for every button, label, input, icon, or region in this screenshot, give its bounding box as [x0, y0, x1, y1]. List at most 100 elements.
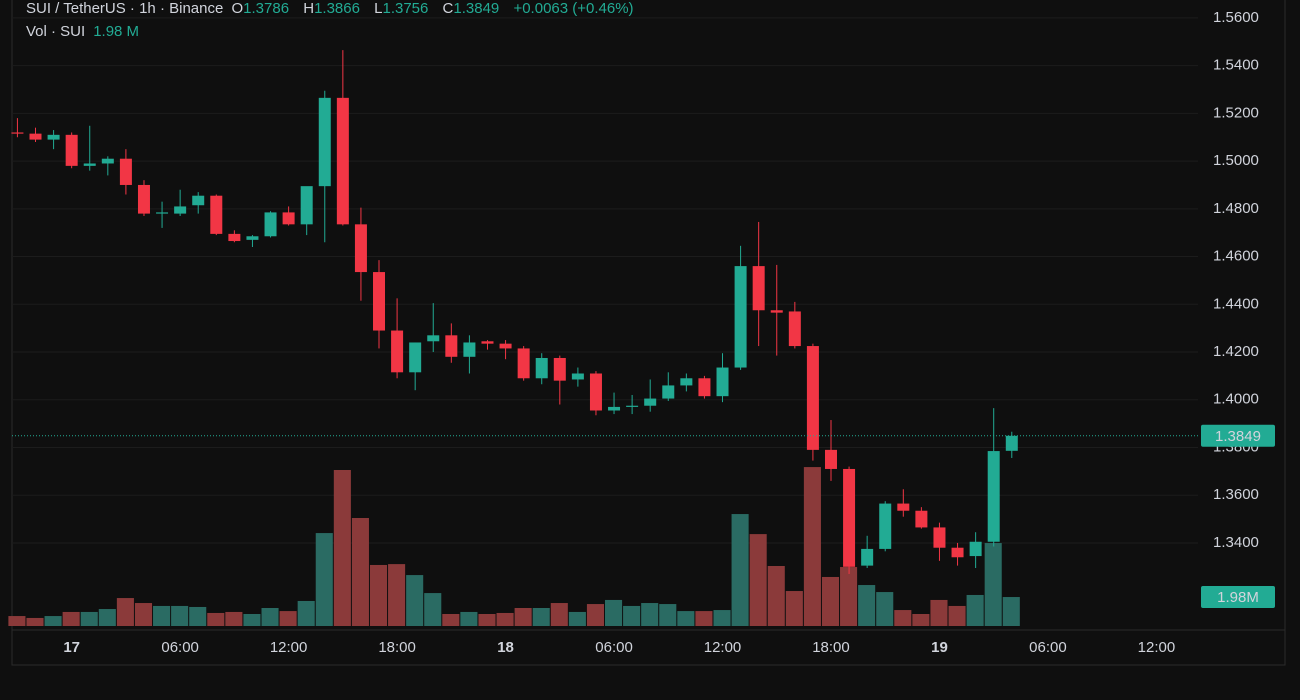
volume-bar	[80, 611, 98, 626]
volume-bar	[297, 600, 315, 626]
candle-body	[210, 195, 223, 234]
volume-legend: Vol · SUI 1.98 M	[26, 23, 149, 40]
x-tick-label: 06:00	[595, 639, 633, 656]
candle-body	[499, 343, 512, 349]
candle-body	[824, 449, 837, 469]
candle-body	[915, 510, 928, 528]
volume-name: Vol · SUI	[26, 23, 86, 40]
candle-body	[282, 212, 295, 225]
volume-bar	[388, 564, 406, 626]
volume-bar	[44, 616, 62, 626]
candle-body	[65, 134, 78, 166]
volume-bar	[695, 611, 713, 626]
candle-body	[137, 184, 150, 214]
volume-badge-label: 1.98M	[1217, 589, 1259, 606]
candle-body	[1005, 435, 1018, 451]
candle-body	[843, 468, 856, 567]
candle-body	[608, 406, 621, 411]
y-tick-label: 1.5200	[1213, 104, 1259, 121]
candle-body	[933, 527, 946, 548]
volume-bar	[8, 616, 26, 626]
y-tick-label: 1.5600	[1213, 9, 1259, 26]
candle-body	[427, 335, 440, 342]
volume-bar	[98, 609, 116, 626]
volume-bar	[550, 603, 568, 626]
y-tick-label: 1.5400	[1213, 57, 1259, 74]
candle-body	[101, 158, 114, 164]
ohlc-label: O	[231, 0, 244, 17]
candle-body	[228, 233, 241, 242]
candle-body	[445, 335, 458, 357]
chart-panel	[11, 0, 1286, 666]
x-tick-label: 18:00	[378, 639, 416, 656]
ohlc-label: C	[442, 0, 454, 17]
candle-body	[662, 385, 675, 399]
volume-bar	[496, 612, 514, 626]
x-tick-label: 18	[497, 639, 514, 656]
candle-body	[83, 163, 96, 166]
candle-body	[29, 133, 42, 140]
candle-body	[716, 367, 729, 397]
volume-bar	[171, 605, 189, 626]
volume-bar	[605, 599, 623, 626]
y-tick-label: 1.5000	[1213, 152, 1259, 169]
volume-bar	[821, 576, 840, 626]
candle-body	[969, 541, 982, 557]
volume-bar	[586, 604, 604, 626]
volume-bar	[261, 608, 279, 626]
ohlc-value: 1.3756	[382, 0, 429, 17]
volume-bar	[948, 605, 966, 626]
candle-body	[788, 311, 801, 347]
volume-bar	[116, 598, 134, 626]
volume-bar	[315, 533, 333, 626]
candle-body	[318, 97, 331, 187]
candle-body	[626, 405, 639, 407]
candle-body	[300, 186, 313, 225]
volume-bar	[803, 467, 821, 626]
y-tick-label: 1.4200	[1213, 343, 1259, 360]
volume-bar	[568, 611, 586, 626]
volume-bar	[424, 593, 442, 626]
volume-bar	[207, 612, 225, 626]
change: +0.0063 (+0.46%)	[513, 0, 634, 17]
volume-bar	[225, 611, 243, 626]
candle-body	[156, 212, 169, 214]
volume-bar	[840, 567, 858, 626]
volume-bar	[659, 604, 677, 626]
y-tick-label: 1.3400	[1213, 534, 1259, 551]
candle-body	[879, 503, 892, 549]
candle-body	[806, 346, 819, 450]
price-badge-label: 1.3849	[1215, 428, 1261, 445]
y-tick-label: 1.4600	[1213, 248, 1259, 265]
candle-body	[698, 378, 711, 397]
candle-body	[264, 212, 277, 237]
y-tick-label: 1.4400	[1213, 295, 1259, 312]
volume-bar	[984, 543, 1002, 626]
candle-body	[409, 342, 422, 373]
x-tick-label: 17	[63, 639, 80, 656]
ohlc-value: 1.3849	[453, 0, 500, 17]
volume-bar	[641, 603, 659, 626]
x-tick-label: 12:00	[1138, 639, 1176, 656]
volume-bar	[966, 594, 984, 626]
price-badge	[1201, 424, 1275, 447]
ohlc-value: 1.3866	[314, 0, 360, 17]
candle-body	[119, 158, 132, 185]
candle-body	[571, 373, 584, 380]
candle-body	[174, 206, 187, 214]
candle-body	[680, 378, 693, 386]
candle-body	[246, 236, 259, 240]
candle-body	[951, 547, 964, 558]
candle-body	[336, 97, 349, 225]
volume-bar	[713, 610, 731, 626]
ohlc-label: L	[374, 0, 383, 17]
volume-bar	[442, 614, 460, 626]
candle-body	[553, 357, 566, 381]
candle-body	[354, 224, 367, 273]
candle-body	[463, 342, 476, 357]
symbol-title: SUI / TetherUS · 1h · Binance	[26, 0, 224, 17]
candle-body	[192, 195, 205, 206]
volume-bar	[369, 564, 388, 626]
ohlc-label: H	[303, 0, 315, 17]
volume-bar	[478, 614, 496, 626]
